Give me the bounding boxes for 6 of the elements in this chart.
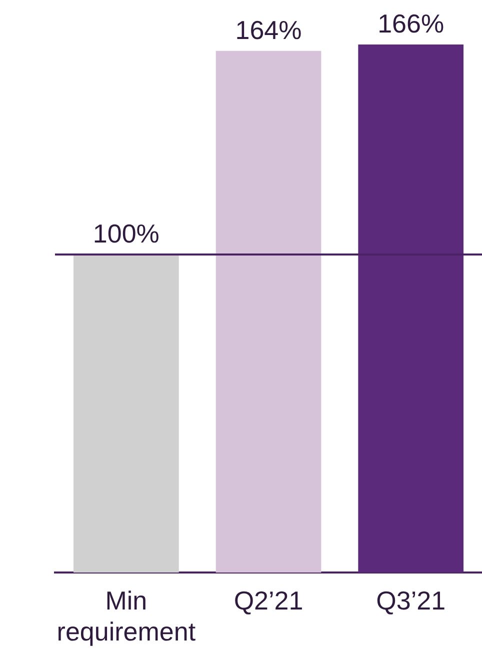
data-label: 164% — [235, 15, 302, 46]
x-tick-label: Q2’21 — [234, 585, 304, 616]
x-tick-label: Min requirement — [56, 585, 196, 647]
data-label: 100% — [92, 218, 160, 249]
data-label: 166% — [378, 8, 444, 39]
x-tick-label: Q3’21 — [376, 585, 446, 616]
